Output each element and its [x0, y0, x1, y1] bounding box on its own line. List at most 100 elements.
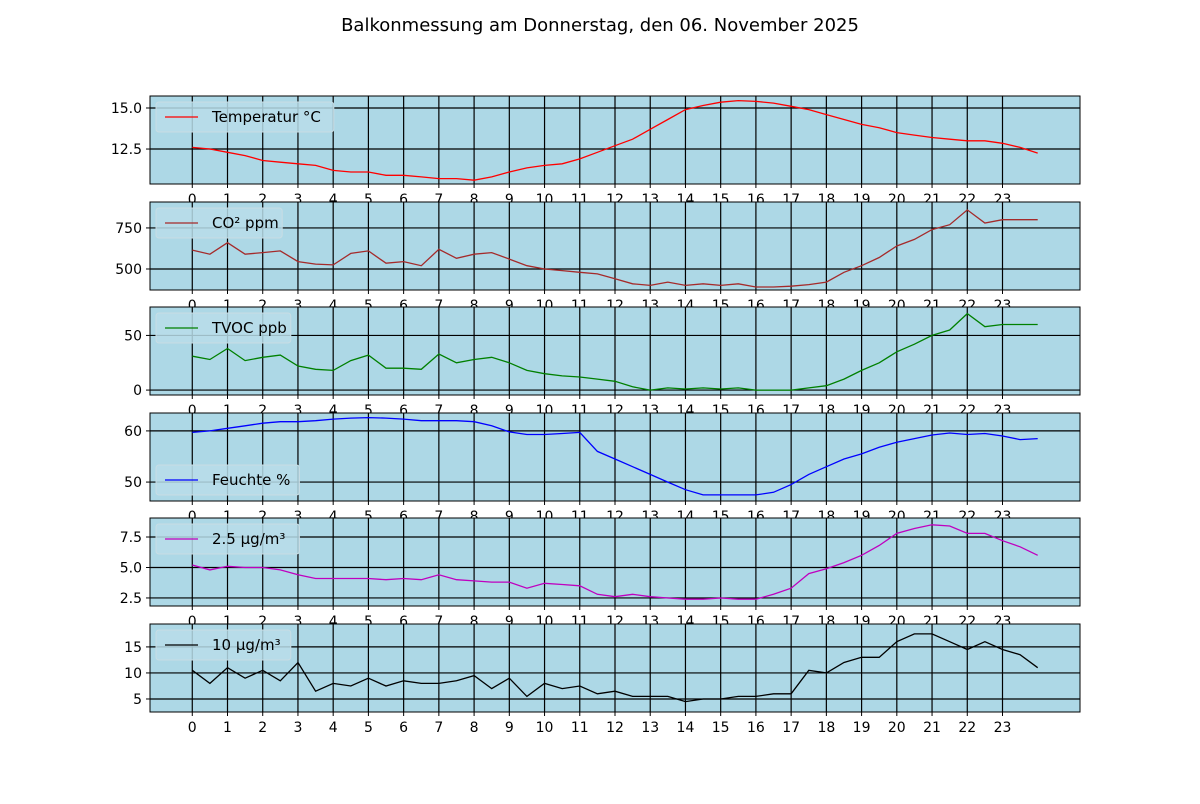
legend-label: Feuchte %	[212, 471, 290, 489]
x-tick-label: 5	[364, 509, 373, 525]
x-tick-label: 5	[364, 720, 373, 736]
plot-frame	[149, 201, 1081, 291]
legend: CO² ppm	[155, 207, 283, 239]
y-tick-label: 500	[115, 262, 142, 278]
x-tick-label: 6	[399, 192, 408, 208]
x-tick-label: 5	[364, 192, 373, 208]
x-tick-label: 7	[434, 720, 443, 736]
legend: 10 µg/m³	[155, 629, 292, 661]
x-tick-label: 5	[364, 403, 373, 419]
x-tick-label: 2	[258, 298, 267, 314]
legend-label: Temperatur °C	[211, 108, 321, 126]
legend-box	[155, 464, 300, 496]
subplot-co-ppm: 0 1 2 3 4 5 6 7 8 9 10 11 12 13 14 15 16 17 18 19 20 21 22 2350…	[115, 201, 1081, 314]
x-tick-label: 0	[188, 720, 197, 736]
x-tick-label: 8	[470, 509, 479, 525]
x-tick-label: 6	[399, 403, 408, 419]
plot-frame	[149, 623, 1081, 713]
y-tick-label: 5.0	[120, 560, 142, 576]
x-tick-label: 4	[329, 614, 338, 630]
x-tick-label: 3	[293, 298, 302, 314]
x-tick-label: 1	[223, 720, 232, 736]
x-tick-label: 3	[293, 720, 302, 736]
x-tick-label: 9	[505, 614, 514, 630]
x-tick-label: 22	[958, 720, 976, 736]
x-tick-label: 5	[364, 298, 373, 314]
x-tick-label: 6	[399, 298, 408, 314]
x-tick-label: 1	[223, 509, 232, 525]
x-tick-label: 6	[399, 614, 408, 630]
y-tick-label: 50	[124, 475, 142, 491]
x-tick-label: 2	[258, 720, 267, 736]
x-tick-label: 11	[571, 720, 589, 736]
legend: Temperatur °C	[155, 101, 335, 133]
subplot-temperatur-c: 0 1 2 3 4 5 6 7 8 9 10 11 12 13 14 15 16 17 18 19 20 21 22 2312…	[111, 95, 1081, 208]
x-tick-label: 3	[293, 509, 302, 525]
x-tick-label: 9	[505, 403, 514, 419]
x-tick-label: 8	[470, 192, 479, 208]
x-tick-label: 9	[505, 509, 514, 525]
y-tick-label: 12.5	[111, 142, 142, 158]
legend: Feuchte %	[155, 464, 300, 496]
subplot-2-5-g-m: 0 1 2 3 4 5 6 7 8 9 10 11 12 13 14 15 16 17 18 19 20 21 22 232.…	[120, 517, 1081, 630]
x-tick-label: 2	[258, 614, 267, 630]
series-line-temperatur-c	[192, 99, 1038, 181]
x-tick-label: 0	[188, 192, 197, 208]
x-tick-label: 4	[329, 298, 338, 314]
series-line-10-g-m	[191, 633, 1039, 703]
x-tick-label: 7	[434, 298, 443, 314]
y-tick-label: 15.0	[111, 101, 142, 117]
series-line-tvoc-ppb	[192, 312, 1038, 391]
x-tick-label: 6	[399, 720, 408, 736]
plot-frame	[149, 517, 1081, 607]
y-tick-label: 50	[124, 328, 142, 344]
x-tick-label: 16	[747, 720, 765, 736]
y-tick-label: 60	[124, 424, 142, 440]
x-tick-label: 3	[293, 192, 302, 208]
x-tick-label: 3	[293, 614, 302, 630]
x-tick-label: 0	[188, 403, 197, 419]
y-tick-label: 5	[133, 692, 142, 708]
legend-box	[155, 523, 300, 555]
legend-label: 10 µg/m³	[212, 636, 281, 654]
x-tick-label: 4	[329, 509, 338, 525]
x-tick-label: 4	[329, 403, 338, 419]
x-tick-label: 9	[505, 298, 514, 314]
series-line-feuchte	[192, 416, 1038, 496]
legend-box	[155, 312, 292, 344]
x-tick-label: 19	[853, 720, 871, 736]
x-tick-label: 2	[258, 192, 267, 208]
x-tick-label: 1	[223, 298, 232, 314]
subplot-feuchte: 0 1 2 3 4 5 6 7 8 9 10 11 12 13 14 15 16 17 18 19 20 21 22 2350…	[124, 412, 1081, 525]
subplot-tvoc-ppb: 0 1 2 3 4 5 6 7 8 9 10 11 12 13 14 15 16 17 18 19 20 21 22 2305…	[124, 306, 1081, 419]
subplot-10-g-m: 0 1 2 3 4 5 6 7 8 9 10 11 12 13 14 15 16 17 18 19 20 21 22 2351…	[124, 623, 1081, 736]
x-tick-label: 18	[817, 720, 835, 736]
x-tick-label: 1	[223, 403, 232, 419]
x-tick-label: 7	[434, 192, 443, 208]
plot-frame	[149, 412, 1081, 502]
x-tick-label: 17	[782, 720, 800, 736]
x-tick-label: 4	[329, 192, 338, 208]
legend: 2.5 µg/m³	[155, 523, 300, 555]
legend: TVOC ppb	[155, 312, 292, 344]
x-tick-label: 7	[434, 509, 443, 525]
legend-label: CO² ppm	[212, 214, 279, 232]
plot-frame	[149, 306, 1081, 396]
x-tick-label: 1	[223, 192, 232, 208]
y-tick-label: 7.5	[120, 530, 142, 546]
x-tick-label: 13	[641, 720, 659, 736]
x-tick-label: 7	[434, 614, 443, 630]
x-tick-label: 4	[329, 720, 338, 736]
x-tick-label: 0	[188, 298, 197, 314]
x-tick-label: 1	[223, 614, 232, 630]
x-tick-label: 2	[258, 403, 267, 419]
x-tick-label: 10	[536, 720, 554, 736]
y-tick-label: 10	[124, 666, 142, 682]
x-tick-label: 2	[258, 509, 267, 525]
series-line-2-5-g-m	[192, 524, 1038, 600]
y-tick-label: 2.5	[120, 591, 142, 607]
y-tick-label: 15	[124, 640, 142, 656]
legend-label: TVOC ppb	[211, 319, 287, 337]
x-tick-label: 9	[505, 720, 514, 736]
x-tick-label: 5	[364, 614, 373, 630]
